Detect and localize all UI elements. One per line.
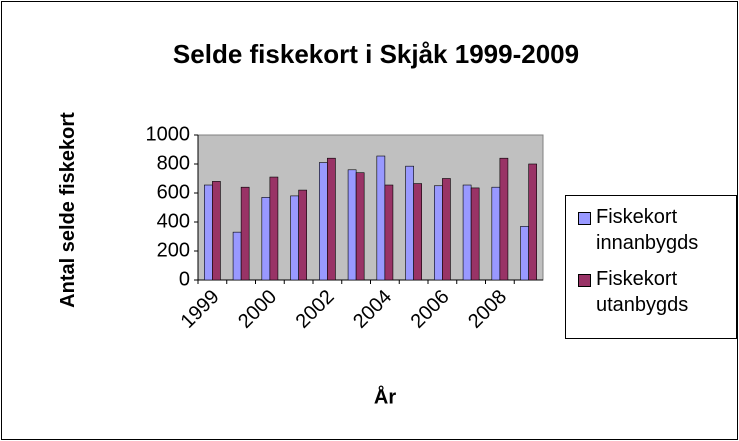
bar bbox=[442, 178, 451, 281]
bar bbox=[499, 157, 509, 281]
plot-area bbox=[197, 134, 544, 281]
y-tick-label: 200 bbox=[157, 239, 190, 261]
x-tick-label: 1999 bbox=[177, 286, 224, 333]
bar bbox=[298, 189, 307, 281]
y-tick-label: 600 bbox=[157, 181, 190, 203]
bar bbox=[290, 195, 299, 281]
bar bbox=[528, 163, 537, 281]
legend-swatch bbox=[578, 212, 591, 225]
x-tick-label: 2002 bbox=[292, 286, 339, 333]
y-tick-label: 0 bbox=[179, 268, 190, 290]
bar bbox=[269, 176, 279, 281]
legend-label: Fiskekort utanbygds bbox=[596, 268, 689, 316]
bar bbox=[520, 226, 529, 281]
y-axis-label: Antal selde fiskekort bbox=[57, 112, 79, 308]
y-tick-label: 1000 bbox=[146, 123, 191, 145]
legend-swatch bbox=[578, 274, 591, 287]
bar bbox=[204, 184, 213, 281]
bar bbox=[232, 231, 242, 281]
legend: Fiskekort innanbygds Fiskekort utanbygds bbox=[565, 195, 737, 339]
legend-entry: Fiskekort innanbygds bbox=[578, 204, 732, 256]
x-axis-label: År bbox=[374, 384, 396, 408]
x-tick-label: 2004 bbox=[349, 286, 396, 333]
bar bbox=[384, 184, 394, 281]
bar bbox=[376, 155, 386, 281]
bar bbox=[355, 172, 365, 281]
chart-title: Selde fiskekort i Skjåk 1999-2009 bbox=[173, 39, 579, 69]
bar bbox=[462, 184, 472, 281]
x-tick-label: 2006 bbox=[407, 286, 454, 333]
legend-label: Fiskekort innanbygds bbox=[596, 206, 699, 254]
x-tick-label: 2000 bbox=[234, 286, 281, 333]
bar bbox=[347, 169, 357, 281]
bar bbox=[327, 157, 336, 281]
bar bbox=[470, 187, 480, 281]
bar bbox=[405, 165, 414, 281]
bar bbox=[319, 162, 328, 281]
bar bbox=[491, 186, 501, 281]
y-tick-label: 400 bbox=[157, 210, 190, 232]
bar bbox=[434, 185, 443, 281]
x-tick-label: 2008 bbox=[464, 286, 511, 333]
bar bbox=[413, 183, 422, 281]
bar bbox=[212, 181, 221, 281]
bar bbox=[240, 186, 250, 281]
bar bbox=[261, 197, 271, 281]
y-tick-label: 800 bbox=[157, 152, 190, 174]
y-axis-label-box: Antal selde fiskekort bbox=[57, 112, 79, 308]
legend-entry: Fiskekort utanbygds bbox=[578, 266, 732, 318]
